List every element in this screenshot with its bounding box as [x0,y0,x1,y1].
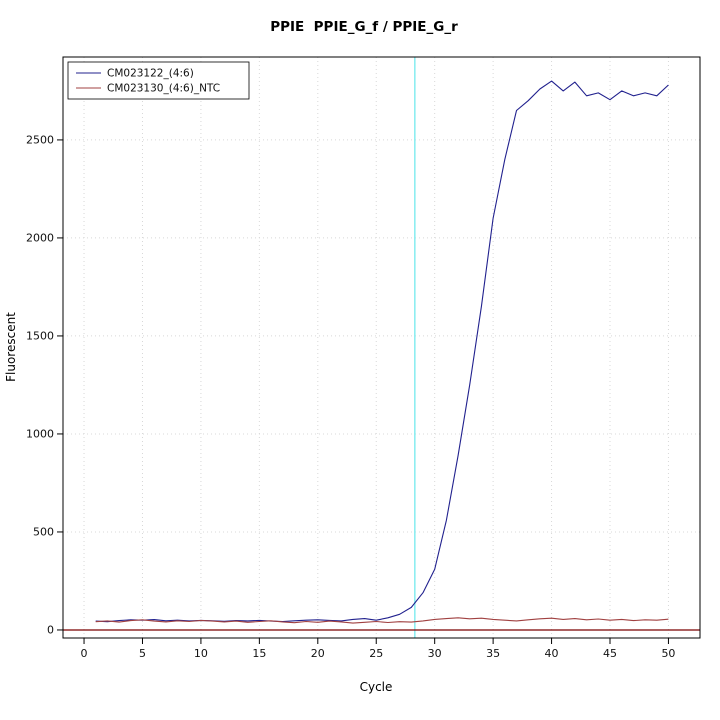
y-tick-label: 0 [47,623,54,636]
series-line-1 [95,80,669,623]
x-tick-label: 10 [194,647,208,660]
y-tick-label: 1000 [26,427,54,440]
legend-entry-label: CM023122_(4:6) [107,68,194,80]
y-tick-label: 1500 [26,329,54,342]
x-tick-label: 25 [369,647,383,660]
x-tick-label: 15 [252,647,266,660]
y-tick-label: 2000 [26,231,54,244]
legend-entry-label: CM023130_(4:6)_NTC [107,83,220,95]
x-tick-label: 5 [139,647,146,660]
chart-title: PPIE PPIE_G_f / PPIE_G_r [270,19,458,35]
plot-area: 0 5 10 15 20 25 30 35 40 45 5005001000150020002500… [26,56,701,660]
x-tick-label: 50 [661,647,675,660]
x-tick-label: 45 [603,647,617,660]
y-tick-label: 500 [33,525,54,538]
x-tick-label: 40 [545,647,559,660]
x-tick-label: 30 [428,647,442,660]
x-tick-label: 0 [81,647,88,660]
y-tick-label: 2500 [26,133,54,146]
x-tick-label: 35 [486,647,500,660]
x-axis-label: Cycle [360,680,393,694]
plot-border [62,56,701,639]
y-axis-label: Fluorescent [4,312,18,382]
legend-box [67,61,250,100]
series-line-2 [95,617,669,624]
x-tick-label: 20 [311,647,325,660]
